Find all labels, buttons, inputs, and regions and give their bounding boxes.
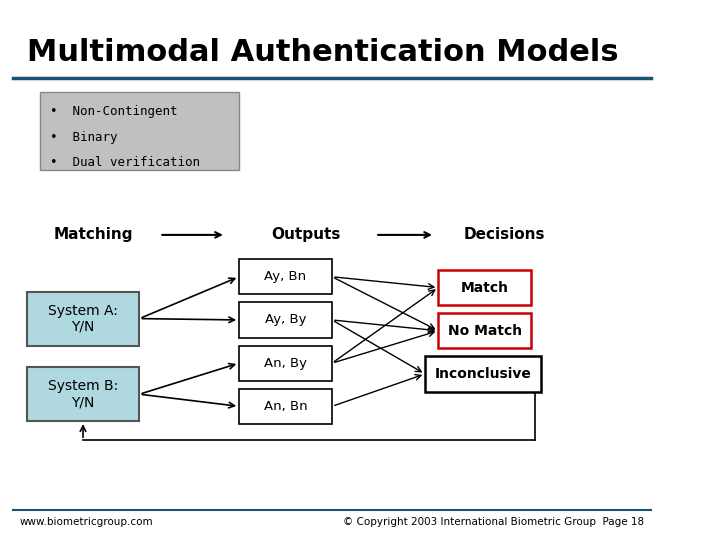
Text: •  Dual verification: • Dual verification (50, 156, 200, 169)
Text: © Copyright 2003 International Biometric Group  Page 18: © Copyright 2003 International Biometric… (343, 517, 644, 527)
Text: Inconclusive: Inconclusive (435, 367, 531, 381)
FancyBboxPatch shape (239, 346, 332, 381)
Text: Decisions: Decisions (464, 227, 546, 242)
Text: Ay, Bn: Ay, Bn (264, 270, 307, 284)
FancyBboxPatch shape (239, 302, 332, 338)
FancyBboxPatch shape (27, 367, 140, 421)
Text: An, By: An, By (264, 356, 307, 370)
Text: An, Bn: An, Bn (264, 400, 307, 413)
Text: •  Non-Contingent: • Non-Contingent (50, 105, 177, 118)
Text: No Match: No Match (448, 324, 522, 338)
Text: Multimodal Authentication Models: Multimodal Authentication Models (27, 38, 618, 67)
FancyBboxPatch shape (438, 313, 531, 348)
Text: Match: Match (461, 281, 509, 294)
Text: www.biometricgroup.com: www.biometricgroup.com (20, 517, 153, 527)
FancyBboxPatch shape (438, 270, 531, 305)
FancyBboxPatch shape (425, 356, 541, 392)
FancyBboxPatch shape (239, 389, 332, 424)
Text: •  Binary: • Binary (50, 131, 117, 144)
Text: Outputs: Outputs (271, 227, 340, 242)
Text: System A:
Y/N: System A: Y/N (48, 303, 118, 334)
FancyBboxPatch shape (27, 292, 140, 346)
Text: System B:
Y/N: System B: Y/N (48, 379, 118, 409)
Text: Ay, By: Ay, By (265, 313, 306, 327)
FancyBboxPatch shape (239, 259, 332, 294)
FancyBboxPatch shape (40, 92, 239, 170)
Text: Matching: Matching (53, 227, 132, 242)
